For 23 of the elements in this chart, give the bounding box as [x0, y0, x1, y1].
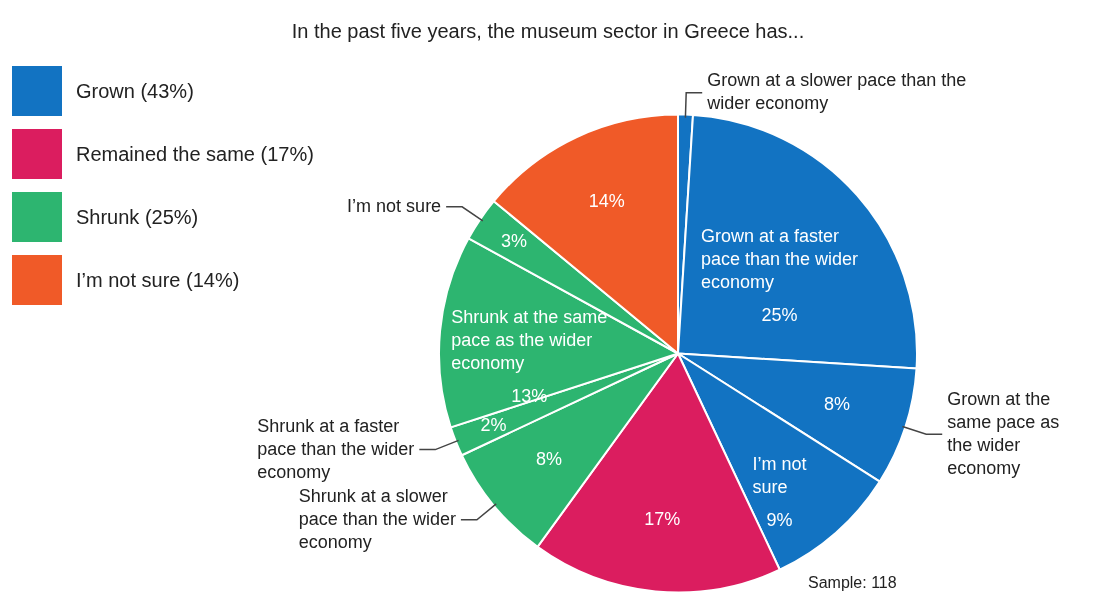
data-label: 17%	[644, 509, 681, 530]
slice-label: Shrunk at the same pace as the wider economy	[451, 307, 608, 374]
slice-label: I’m not sure	[752, 454, 807, 498]
data-label: 14%	[588, 191, 625, 212]
data-label: 13%	[511, 386, 548, 407]
text: Remained the same (17%)	[76, 142, 314, 166]
data-label: 9%	[766, 510, 793, 531]
text: Sample: 118	[808, 574, 897, 592]
text: Grown (43%)	[76, 79, 194, 103]
slice-label: I’m not sure	[347, 195, 442, 216]
data-label: 2%	[480, 415, 507, 436]
data-label: 8%	[824, 394, 851, 415]
slice-label: Shrunk at a faster pace than the wider economy	[257, 415, 415, 482]
text: Shrunk (25%)	[76, 205, 199, 229]
data-label: 8%	[536, 449, 563, 470]
data-label: 25%	[761, 305, 798, 326]
slice-label: Grown at the same pace as the wider economy	[947, 388, 1060, 478]
chart-title: In the past five years, the museum sector in Greece has...	[291, 19, 805, 42]
slice-label: Shrunk at a slower pace than the wider economy	[298, 485, 456, 552]
text: I’m not sure (14%)	[76, 268, 240, 292]
slice-label: Grown at a faster pace than the wider economy	[701, 226, 859, 293]
data-label: 3%	[500, 230, 527, 251]
slice-label: Grown at a slower pace than the wider economy	[706, 70, 967, 114]
